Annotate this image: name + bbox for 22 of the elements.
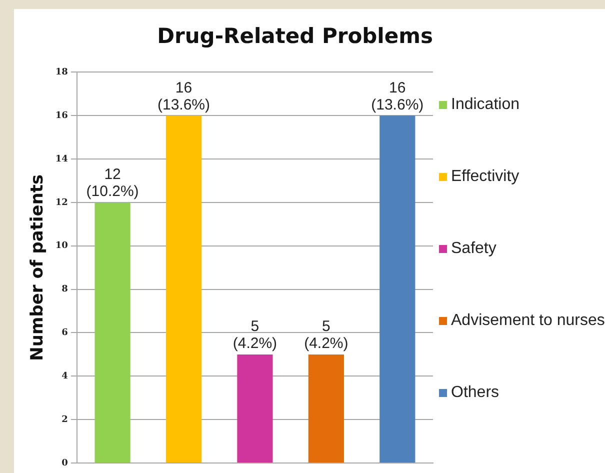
legend-label: Advisement to nurses <box>451 312 605 330</box>
data-label: 12 (10.2%) <box>86 166 139 200</box>
legend-label: Indication <box>451 96 520 114</box>
y-tick-label: 18 <box>55 68 68 78</box>
y-tick-label: 16 <box>55 110 68 121</box>
data-label: 16 (13.6%) <box>371 79 424 114</box>
legend-label: Others <box>451 384 500 402</box>
y-tick-label: 6 <box>62 328 68 338</box>
y-tick-label: 0 <box>62 458 68 468</box>
y-tick-label: 10 <box>55 241 68 252</box>
data-label: 5 (4.2%) <box>232 318 278 352</box>
legend-label: Safety <box>451 240 496 258</box>
y-tick-label: 12 <box>55 198 68 208</box>
data-label: 16 (13.6%) <box>157 79 210 114</box>
y-tick-label: 14 <box>55 154 68 164</box>
y-tick-label: 8 <box>62 284 68 295</box>
chart-title: Drug-Related Problems <box>157 24 433 48</box>
data-label: 5 (4.2%) <box>304 318 348 352</box>
y-tick-label: 4 <box>62 372 68 382</box>
y-axis-title: Number of patients <box>28 174 48 361</box>
legend-label: Effectivity <box>451 168 520 186</box>
y-tick-label: 2 <box>62 414 68 425</box>
